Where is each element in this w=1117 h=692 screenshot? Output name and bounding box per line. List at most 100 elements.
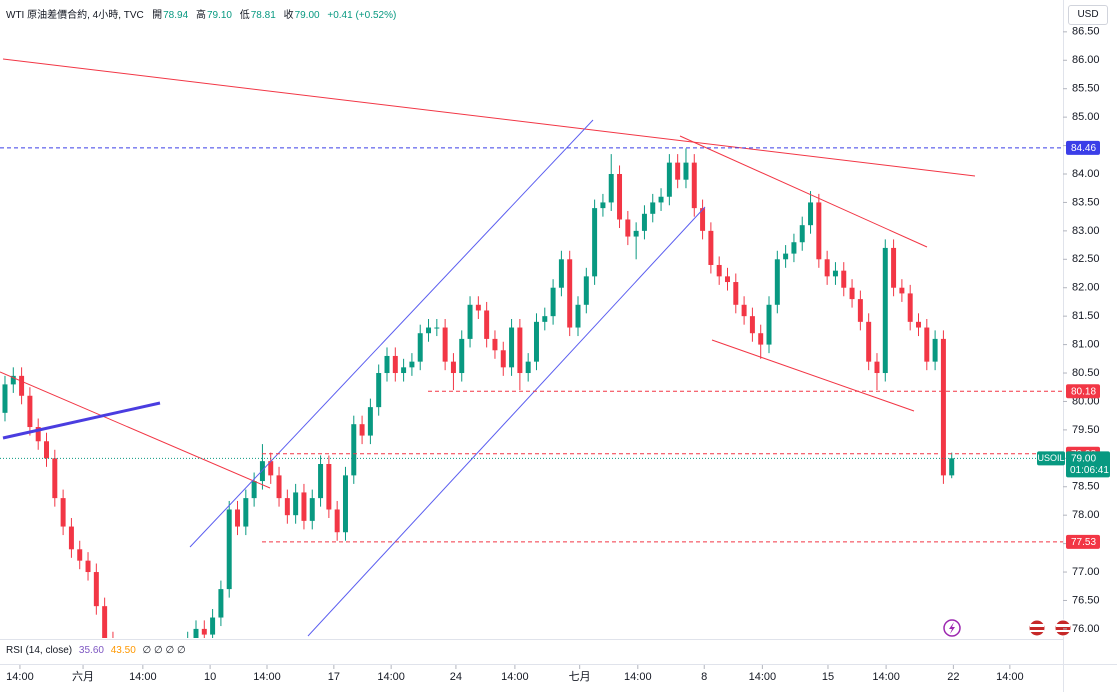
candle-body bbox=[832, 270, 838, 277]
candle-body bbox=[284, 498, 290, 516]
close-label: 收 bbox=[283, 10, 294, 21]
x-tick-label: 14:00 bbox=[377, 671, 405, 683]
rsi-label[interactable]: RSI (14, close) bbox=[6, 645, 73, 656]
candle-body bbox=[127, 663, 132, 669]
x-tick-label: 8 bbox=[701, 671, 707, 683]
candle-body bbox=[93, 572, 99, 607]
y-tick-label: 80.50 bbox=[1072, 367, 1100, 379]
channel-line[interactable] bbox=[189, 119, 594, 548]
candle-body bbox=[907, 293, 913, 322]
candle-body bbox=[683, 162, 689, 180]
candle-body bbox=[334, 509, 340, 533]
countdown-label: 01:06:41 bbox=[1070, 465, 1109, 476]
x-tick-label: 六月 bbox=[72, 670, 94, 683]
trend-line[interactable] bbox=[2, 401, 161, 440]
candle-body bbox=[675, 162, 681, 180]
y-tick-label: 79.50 bbox=[1072, 424, 1100, 436]
y-tick-label: 81.50 bbox=[1072, 310, 1100, 322]
channel-line[interactable] bbox=[679, 135, 928, 248]
symbol-tag-label: USOIL bbox=[1037, 453, 1064, 463]
candle-body bbox=[27, 395, 33, 428]
candle-body bbox=[10, 375, 16, 385]
channel-line[interactable] bbox=[711, 339, 915, 412]
candle-body bbox=[102, 606, 108, 638]
candle-body bbox=[882, 247, 888, 374]
candle-body bbox=[533, 321, 539, 362]
candle-body bbox=[841, 270, 847, 288]
candle-body bbox=[450, 361, 456, 374]
candle-body bbox=[575, 304, 581, 328]
candle-body bbox=[658, 196, 664, 203]
close-value: 79.00 bbox=[294, 10, 320, 21]
y-tick-label: 84.00 bbox=[1072, 168, 1100, 180]
candle-body bbox=[808, 202, 814, 226]
candle-body bbox=[318, 464, 324, 499]
candle-body bbox=[899, 287, 905, 294]
candle-body bbox=[509, 327, 515, 368]
candle-body bbox=[326, 464, 332, 510]
y-tick-label: 83.50 bbox=[1072, 196, 1100, 208]
candle-body bbox=[666, 162, 672, 197]
candle-body bbox=[633, 230, 639, 237]
channel-line[interactable] bbox=[307, 206, 706, 637]
candle-body bbox=[625, 219, 631, 237]
candle-body bbox=[641, 213, 647, 231]
candle-body bbox=[293, 492, 299, 516]
candle-body bbox=[384, 355, 390, 374]
candle-body bbox=[700, 208, 706, 231]
flag-stripe bbox=[1030, 624, 1044, 627]
candle-body bbox=[608, 174, 614, 203]
low-value: 78.81 bbox=[250, 10, 276, 21]
candle-body bbox=[949, 458, 955, 476]
symbol[interactable]: WTI 原油差價合約, 4小時, TVC bbox=[6, 10, 144, 21]
change-value: +0.41 (+0.52%) bbox=[327, 10, 397, 21]
candle-body bbox=[85, 560, 91, 573]
candle-body bbox=[44, 441, 49, 459]
candle-body bbox=[525, 361, 531, 374]
flag-icon[interactable] bbox=[1054, 619, 1072, 637]
candle-body bbox=[210, 617, 216, 635]
candle-body bbox=[766, 304, 772, 345]
candle-body bbox=[268, 461, 274, 476]
candle-body bbox=[558, 259, 564, 288]
candle-body bbox=[376, 373, 382, 408]
candle-body bbox=[824, 259, 830, 277]
high-label: 高 bbox=[195, 10, 206, 21]
candle-body bbox=[774, 259, 780, 305]
candle-body bbox=[201, 628, 207, 635]
candle-body bbox=[417, 333, 423, 362]
rsi-value: 35.60 bbox=[78, 645, 104, 656]
trend-line[interactable] bbox=[2, 58, 976, 177]
candle-body bbox=[791, 242, 797, 254]
price-tag bbox=[1066, 451, 1110, 478]
event-icon-glyph bbox=[949, 622, 955, 634]
candle-body bbox=[52, 458, 58, 499]
x-tick-label: 14:00 bbox=[872, 671, 900, 683]
candle-body bbox=[218, 589, 224, 618]
candle-body bbox=[434, 327, 440, 329]
price-tag-label: 80.18 bbox=[1071, 386, 1096, 397]
y-tick-label: 82.00 bbox=[1072, 282, 1100, 294]
price-tag bbox=[1066, 140, 1100, 155]
candle-body bbox=[733, 282, 739, 305]
candle-body bbox=[235, 509, 241, 527]
candle-body bbox=[309, 498, 315, 521]
candle-body bbox=[77, 549, 83, 561]
flag-icon[interactable] bbox=[1028, 619, 1046, 637]
y-tick-label: 86.50 bbox=[1072, 26, 1100, 38]
open-label: 開 bbox=[152, 10, 163, 21]
x-tick-label: 24 bbox=[450, 671, 462, 683]
candle-body bbox=[426, 327, 432, 334]
y-tick-label: 78.00 bbox=[1072, 509, 1100, 521]
candle-body bbox=[940, 338, 946, 476]
candle-body bbox=[409, 361, 415, 368]
candle-body bbox=[259, 461, 265, 482]
currency-button[interactable]: USD bbox=[1068, 5, 1108, 25]
candle-body bbox=[891, 247, 897, 288]
trend-line[interactable] bbox=[0, 371, 271, 489]
candle-body bbox=[484, 310, 490, 339]
price-tag bbox=[1066, 534, 1100, 549]
candle-body bbox=[724, 276, 730, 283]
x-tick-label: 10 bbox=[204, 671, 216, 683]
